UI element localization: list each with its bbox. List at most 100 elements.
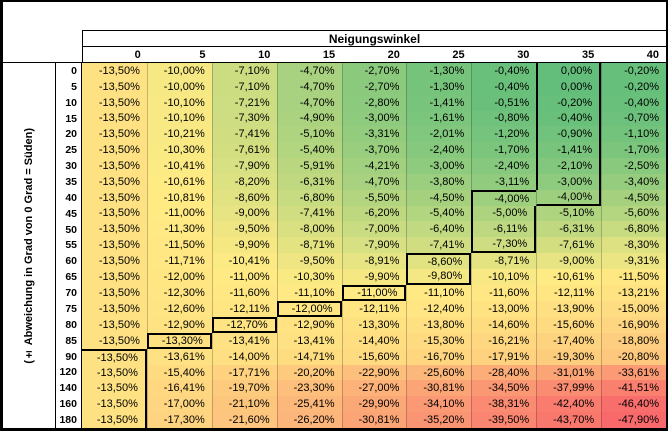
- value-cell[interactable]: -21,60%: [211, 412, 277, 428]
- value-cell[interactable]: -14,40%: [341, 332, 407, 349]
- value-cell[interactable]: -3,00%: [536, 173, 602, 190]
- value-cell[interactable]: -13,50%: [82, 380, 147, 397]
- value-cell[interactable]: -22,90%: [341, 364, 407, 381]
- value-cell[interactable]: -3,00%: [341, 110, 407, 127]
- value-cell[interactable]: -10,30%: [276, 268, 342, 285]
- value-cell[interactable]: -2,01%: [406, 126, 472, 143]
- value-cell[interactable]: -8,71%: [276, 237, 342, 254]
- value-cell[interactable]: -14,60%: [471, 316, 537, 333]
- value-cell[interactable]: -26,20%: [276, 412, 342, 428]
- value-cell[interactable]: -13,50%: [82, 189, 147, 206]
- value-cell[interactable]: -5,91%: [276, 158, 342, 174]
- value-cell[interactable]: -14,00%: [211, 348, 277, 365]
- value-cell[interactable]: -7,30%: [471, 237, 537, 254]
- value-cell[interactable]: -35,20%: [406, 412, 472, 428]
- value-cell[interactable]: -16,21%: [471, 332, 537, 349]
- value-cell[interactable]: -13,21%: [601, 284, 666, 301]
- value-cell[interactable]: -37,99%: [536, 380, 602, 397]
- value-cell[interactable]: -9,90%: [211, 237, 277, 254]
- value-cell[interactable]: -0,40%: [471, 63, 537, 79]
- value-cell[interactable]: -4,00%: [471, 189, 537, 206]
- value-cell[interactable]: -16,70%: [406, 348, 472, 365]
- value-cell[interactable]: -13,50%: [82, 126, 147, 143]
- value-cell[interactable]: -13,50%: [82, 412, 147, 428]
- value-cell[interactable]: -13,90%: [536, 300, 602, 317]
- value-cell[interactable]: -2,70%: [341, 78, 407, 95]
- value-cell[interactable]: -7,10%: [211, 78, 277, 95]
- value-cell[interactable]: -13,50%: [82, 268, 147, 285]
- value-cell[interactable]: -10,00%: [146, 63, 212, 79]
- value-cell[interactable]: -13,30%: [146, 332, 212, 349]
- value-cell[interactable]: -10,10%: [146, 110, 212, 127]
- value-cell[interactable]: -11,00%: [211, 268, 277, 285]
- value-cell[interactable]: -25,41%: [276, 396, 342, 413]
- value-cell[interactable]: -34,50%: [471, 380, 537, 397]
- value-cell[interactable]: -29,90%: [341, 396, 407, 413]
- value-cell[interactable]: -1,70%: [471, 142, 537, 159]
- value-cell[interactable]: -13,50%: [82, 78, 147, 95]
- value-cell[interactable]: -4,50%: [406, 189, 472, 206]
- value-cell[interactable]: -13,50%: [82, 253, 147, 269]
- value-cell[interactable]: -6,40%: [406, 221, 472, 238]
- value-cell[interactable]: -1,41%: [536, 142, 602, 159]
- value-cell[interactable]: -12,00%: [146, 268, 212, 285]
- value-cell[interactable]: -13,50%: [82, 63, 147, 79]
- value-cell[interactable]: -8,60%: [211, 189, 277, 206]
- value-cell[interactable]: -30,81%: [406, 380, 472, 397]
- value-cell[interactable]: -2,80%: [341, 94, 407, 111]
- value-cell[interactable]: -4,21%: [341, 158, 407, 174]
- value-cell[interactable]: -11,00%: [146, 205, 212, 222]
- value-cell[interactable]: -1,70%: [601, 142, 666, 159]
- value-cell[interactable]: -8,71%: [471, 253, 537, 269]
- value-cell[interactable]: -2,40%: [471, 158, 537, 174]
- value-cell[interactable]: -0,40%: [601, 94, 666, 111]
- value-cell[interactable]: -10,10%: [146, 94, 212, 111]
- value-cell[interactable]: -7,10%: [211, 63, 277, 79]
- value-cell[interactable]: -11,71%: [146, 253, 212, 269]
- value-cell[interactable]: -5,60%: [601, 205, 666, 222]
- value-cell[interactable]: -7,61%: [211, 142, 277, 159]
- value-cell[interactable]: -13,50%: [82, 205, 147, 222]
- value-cell[interactable]: -1,41%: [406, 94, 472, 111]
- value-cell[interactable]: -12,40%: [406, 300, 472, 317]
- value-cell[interactable]: -6,80%: [601, 221, 666, 238]
- value-cell[interactable]: -3,31%: [341, 126, 407, 143]
- value-cell[interactable]: -2,70%: [341, 63, 407, 79]
- value-cell[interactable]: -42,40%: [536, 396, 602, 413]
- value-cell[interactable]: -17,40%: [536, 332, 602, 349]
- value-cell[interactable]: -13,50%: [82, 173, 147, 190]
- value-cell[interactable]: -12,00%: [276, 300, 342, 317]
- value-cell[interactable]: -19,30%: [536, 348, 602, 365]
- value-cell[interactable]: -6,20%: [341, 205, 407, 222]
- value-cell[interactable]: -12,70%: [211, 316, 277, 333]
- value-cell[interactable]: -17,71%: [211, 364, 277, 381]
- value-cell[interactable]: -7,41%: [211, 126, 277, 143]
- value-cell[interactable]: -13,50%: [82, 110, 147, 127]
- value-cell[interactable]: -13,41%: [211, 332, 277, 349]
- value-cell[interactable]: -12,11%: [536, 284, 602, 301]
- value-cell[interactable]: -3,80%: [406, 173, 472, 190]
- value-cell[interactable]: -4,70%: [276, 63, 342, 79]
- value-cell[interactable]: -3,00%: [406, 158, 472, 174]
- value-cell[interactable]: -7,61%: [536, 237, 602, 254]
- value-cell[interactable]: -13,41%: [276, 332, 342, 349]
- value-cell[interactable]: -9,90%: [341, 268, 407, 285]
- value-cell[interactable]: -47,90%: [601, 412, 666, 428]
- value-cell[interactable]: 0,00%: [536, 63, 602, 79]
- value-cell[interactable]: -12,11%: [341, 300, 407, 317]
- value-cell[interactable]: -0,51%: [471, 94, 537, 111]
- value-cell[interactable]: -17,00%: [146, 396, 212, 413]
- value-cell[interactable]: -7,30%: [211, 110, 277, 127]
- value-cell[interactable]: -41,51%: [601, 380, 666, 397]
- value-cell[interactable]: -10,10%: [471, 268, 537, 285]
- value-cell[interactable]: -5,50%: [341, 189, 407, 206]
- value-cell[interactable]: -5,40%: [406, 205, 472, 222]
- value-cell[interactable]: -16,41%: [146, 380, 212, 397]
- value-cell[interactable]: -5,10%: [276, 126, 342, 143]
- value-cell[interactable]: -27,00%: [341, 380, 407, 397]
- value-cell[interactable]: -28,40%: [471, 364, 537, 381]
- value-cell[interactable]: -13,50%: [82, 396, 147, 413]
- value-cell[interactable]: -30,81%: [341, 412, 407, 428]
- value-cell[interactable]: -11,50%: [146, 237, 212, 254]
- value-cell[interactable]: -9,00%: [536, 253, 602, 269]
